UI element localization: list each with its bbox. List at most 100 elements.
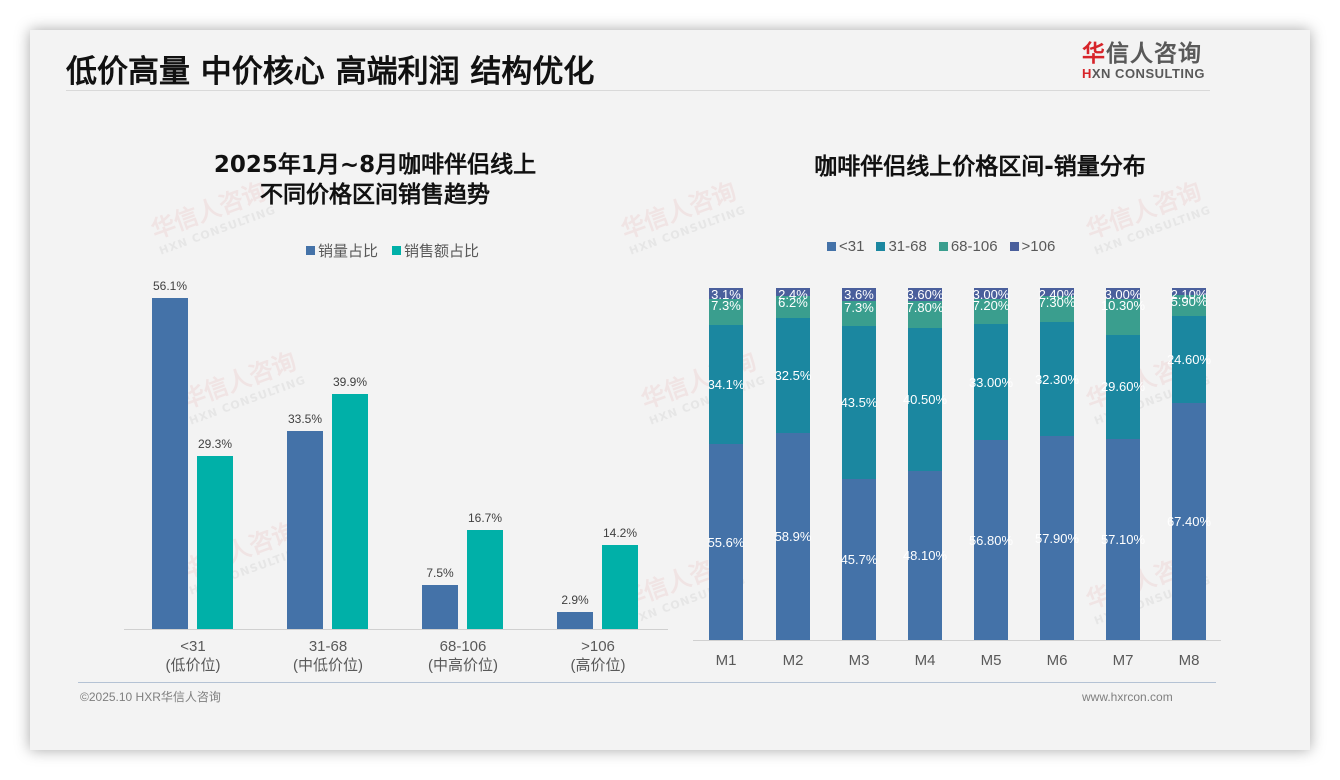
bar-segment-r68_106: 6.2% (776, 296, 810, 319)
stacked-bar: 48.10% 40.50% 7.80% 3.60% (903, 287, 947, 640)
bar-segment-lt31: 67.40% (1167, 402, 1211, 640)
bar-volume (152, 298, 188, 629)
bar-segment-gt106: 2.4% (776, 287, 810, 302)
legend-label: 销售额占比 (404, 243, 480, 260)
slide-card (30, 30, 1310, 750)
bar-segment-lt31: 57.90% (1035, 436, 1079, 640)
month-label: M7 (1112, 652, 1134, 669)
legend-item: <31 (827, 238, 864, 255)
logo-en: HXN CONSULTING (1082, 66, 1206, 81)
bar-volume (287, 431, 323, 629)
stacked-bar: 56.80% 33.00% 7.20% 3.00% (969, 287, 1013, 640)
bar-segment-r68_106: 7.80% (907, 300, 943, 329)
bar-sales (602, 545, 638, 629)
bar-segment-r31_68: 32.30% (1035, 322, 1079, 436)
month-label: M3 (848, 652, 870, 669)
bar-segment-lt31: 58.9% (775, 432, 811, 640)
bar-value-label: 16.7% (467, 511, 503, 526)
category-label: >106 (高价位) (570, 638, 626, 674)
bar-segment-r68_106: 5.90% (1171, 295, 1207, 317)
bar-segment-r68_106: 7.3% (842, 300, 876, 327)
legend-label: >106 (1021, 238, 1056, 255)
legend-item: 68-106 (938, 238, 998, 255)
legend-swatch-icon (938, 242, 948, 251)
title-divider (66, 90, 1210, 91)
left-x-axis (124, 629, 668, 630)
stacked-bar: 58.9% 32.5% 6.2% 2.4% (775, 287, 811, 640)
bar-segment-r31_68: 40.50% (903, 328, 947, 471)
bar-segment-lt31: 57.10% (1101, 439, 1145, 640)
stacked-bar: 57.90% 32.30% 7.30% 2.40% (1035, 287, 1079, 640)
month-label: M1 (715, 652, 737, 669)
bar-segment-lt31: 56.80% (969, 440, 1013, 640)
footer-website[interactable]: www.hxrcon.com (1082, 690, 1173, 704)
bar-segment-r68_106: 10.30% (1101, 298, 1145, 335)
bar-segment-r31_68: 32.5% (775, 318, 811, 433)
legend-item: 销售额占比 (392, 240, 479, 261)
bar-segment-gt106: 2.10% (1170, 287, 1208, 303)
bar-segment-lt31: 48.10% (903, 470, 947, 640)
month-label: M6 (1046, 652, 1068, 669)
bar-segment-r31_68: 24.60% (1167, 316, 1211, 403)
bar-segment-gt106: 3.60% (906, 287, 944, 303)
bar-segment-gt106: 2.40% (1038, 287, 1076, 303)
bar-value-label: 2.9% (561, 592, 589, 607)
category-label: 31-68 (中低价位) (293, 638, 363, 674)
bar-segment-lt31: 55.6% (708, 444, 744, 640)
right-chart-title: 咖啡伴侣线上价格区间-销量分布 (814, 154, 1146, 180)
left-chart-legend: 销量占比 销售额占比 (306, 240, 479, 261)
legend-label: <31 (839, 238, 865, 255)
bar-segment-r31_68: 29.60% (1101, 334, 1145, 440)
right-x-axis (693, 640, 1221, 641)
category-label: 68-106 (中高价位) (428, 638, 498, 674)
bar-segment-lt31: 45.7% (841, 479, 877, 640)
bar-sales (197, 456, 233, 629)
legend-swatch-icon (392, 246, 402, 255)
stacked-bar: 57.10% 29.60% 10.30% 3.00% (1101, 287, 1145, 640)
month-label: M8 (1178, 652, 1200, 669)
bar-value-label: 56.1% (152, 279, 188, 293)
bar-segment-r31_68: 34.1% (708, 324, 744, 445)
bar-segment-r31_68: 33.00% (969, 323, 1013, 441)
bar-value-label: 33.5% (287, 412, 323, 427)
bar-sales (332, 393, 368, 629)
bar-value-label: 14.2% (602, 526, 638, 541)
page-title: 低价高量 中价核心 高端利润 结构优化 (66, 54, 595, 90)
bar-segment-r68_106: 7.30% (1039, 296, 1075, 323)
left-chart-title: 2025年1月~8月咖啡伴侣线上 不同价格区间销售趋势 (213, 152, 537, 208)
logo-cn: 华信人咨询 (1082, 41, 1202, 67)
bar-segment-r68_106: 7.3% (709, 299, 743, 325)
legend-item: 31-68 (876, 238, 927, 255)
legend-label: 31-68 (888, 238, 927, 255)
stacked-bar: 45.7% 43.5% 7.3% 3.6% (841, 288, 877, 640)
footer-copyright: ©2025.10 HXR华信人咨询 (80, 690, 221, 704)
bar-segment-gt106: 3.1% (709, 288, 743, 301)
month-label: M5 (980, 652, 1002, 669)
bar-value-label: 29.3% (197, 437, 233, 452)
legend-swatch-icon (827, 242, 836, 251)
legend-swatch-icon (1009, 242, 1019, 251)
bar-value-label: 39.9% (332, 374, 368, 389)
bar-sales (467, 530, 503, 629)
legend-item: >106 (1009, 238, 1056, 255)
legend-swatch-icon (306, 246, 315, 255)
bar-segment-gt106: 3.00% (972, 287, 1010, 303)
bar-value-label: 7.5% (426, 565, 454, 580)
stacked-bar: 67.40% 24.60% 5.90% 2.10% (1167, 287, 1211, 640)
legend-label: 销量占比 (318, 243, 379, 260)
bar-segment-gt106: 3.6% (842, 288, 876, 301)
legend-label: 68-106 (950, 238, 998, 255)
right-chart-legend: <31 31-68 68-106 >106 (827, 238, 1055, 255)
month-label: M4 (914, 652, 936, 669)
company-logo: 华信人咨询 HXN CONSULTING (1082, 34, 1212, 81)
bar-segment-r31_68: 43.5% (841, 326, 877, 480)
legend-swatch-icon (876, 242, 886, 251)
category-label: <31 (低价位) (165, 638, 221, 674)
month-label: M2 (782, 652, 804, 669)
footer-divider (78, 682, 1216, 683)
legend-item: 销量占比 (306, 240, 378, 261)
bar-volume (557, 611, 593, 629)
bar-volume (422, 584, 458, 629)
bar-segment-gt106: 3.00% (1104, 287, 1142, 303)
bar-segment-r68_106: 7.20% (973, 298, 1009, 324)
